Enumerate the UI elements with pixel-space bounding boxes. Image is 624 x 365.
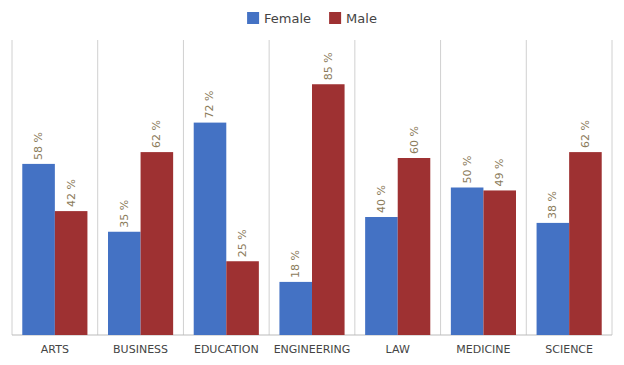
group-divider bbox=[183, 40, 184, 335]
group-divider bbox=[612, 40, 613, 335]
legend-label: Male bbox=[346, 11, 377, 26]
data-label: 49 % bbox=[493, 158, 506, 186]
bar bbox=[312, 84, 345, 335]
bar bbox=[537, 223, 570, 335]
x-tick-label: LAW bbox=[386, 343, 410, 356]
x-tick-label: EDUCATION bbox=[194, 343, 259, 356]
data-labels: 58 % 35 % 72 % 18 % 40 % 50 % 38 % 42 % 62 % 25 %… bbox=[32, 52, 592, 278]
bar bbox=[55, 211, 88, 335]
legend-item: Female bbox=[247, 11, 311, 26]
group-divider bbox=[354, 40, 355, 335]
data-label: 85 % bbox=[322, 52, 335, 80]
bar bbox=[22, 164, 55, 335]
data-label: 72 % bbox=[204, 91, 217, 119]
group-divider bbox=[440, 40, 441, 335]
data-label: 35 % bbox=[118, 200, 131, 228]
bar bbox=[451, 188, 484, 336]
dividers bbox=[12, 40, 612, 335]
x-tick-label: ARTS bbox=[41, 343, 69, 356]
x-tick-label: SCIENCE bbox=[545, 343, 593, 356]
legend-swatch bbox=[247, 12, 259, 24]
data-label: 62 % bbox=[150, 120, 163, 148]
bar bbox=[398, 158, 431, 335]
data-label: 50 % bbox=[461, 156, 474, 184]
x-axis: ARTS BUSINESS EDUCATION ENGINEERING LAW MEDIC… bbox=[41, 343, 593, 356]
legend-label: Female bbox=[264, 11, 311, 26]
group-divider bbox=[269, 40, 270, 335]
group-divider bbox=[97, 40, 98, 335]
x-tick-label: BUSINESS bbox=[113, 343, 168, 356]
data-label: 40 % bbox=[375, 185, 388, 213]
chart-svg: 58 % 35 % 72 % 18 % 40 % 50 % 38 % 42 % 62 % 25 %… bbox=[0, 0, 624, 365]
data-label: 38 % bbox=[546, 191, 559, 219]
bar bbox=[141, 152, 174, 335]
bar bbox=[226, 261, 259, 335]
bar bbox=[569, 152, 602, 335]
x-tick-label: MEDICINE bbox=[456, 343, 510, 356]
data-label: 18 % bbox=[289, 250, 302, 278]
bars bbox=[22, 84, 601, 335]
bar bbox=[483, 190, 516, 335]
chart-container: 58 % 35 % 72 % 18 % 40 % 50 % 38 % 42 % 62 % 25 %… bbox=[0, 0, 624, 365]
group-divider bbox=[12, 40, 13, 335]
data-label: 58 % bbox=[32, 132, 45, 160]
bar bbox=[279, 282, 312, 335]
bar bbox=[194, 123, 227, 335]
data-label: 25 % bbox=[236, 229, 249, 257]
legend-swatch bbox=[329, 12, 341, 24]
bar bbox=[108, 232, 141, 335]
legend: Female Male bbox=[247, 11, 377, 26]
x-tick-label: ENGINEERING bbox=[274, 343, 351, 356]
data-label: 62 % bbox=[579, 120, 592, 148]
bar bbox=[365, 217, 398, 335]
group-divider bbox=[526, 40, 527, 335]
data-label: 60 % bbox=[408, 126, 421, 154]
legend-item: Male bbox=[329, 11, 377, 26]
data-label: 42 % bbox=[65, 179, 78, 207]
